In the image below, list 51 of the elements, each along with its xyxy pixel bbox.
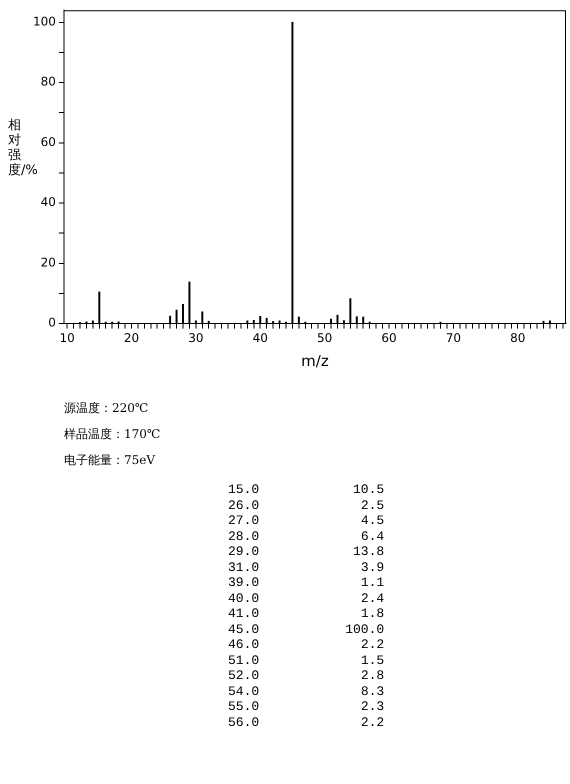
text: 样品温度：170℃ [64,426,160,443]
y-tick-label: 60 [40,134,56,149]
text: 2.4 [360,590,384,606]
text: 4.5 [360,513,384,528]
category-label: 55.0 [228,699,260,714]
y-axis-title: 相对强度/% [8,118,38,178]
text: 100.0 [345,622,384,636]
category-label: 31.0 [228,560,260,575]
category-label: 40.0 [228,590,260,606]
x-tick-label: 80 [510,330,526,345]
category-label: 28.0 [228,528,260,544]
x-tick-label: 50 [316,330,332,345]
text: 1.5 [360,652,384,668]
text: 2.3 [360,699,384,714]
category-label: 15.0 [228,482,260,498]
y-tick-label: 80 [40,74,56,89]
text: 2.2 [360,637,384,652]
text: 2.2 [360,714,384,730]
category-label: 46.0 [228,637,260,652]
text: 2.5 [360,498,384,512]
category-label: 52.0 [228,668,260,684]
x-axis-title: m/z [301,352,329,370]
category-label: 51.0 [228,652,260,668]
x-tick-label: 70 [446,330,461,345]
text: 8.3 [360,684,384,698]
category-label: 26.0 [228,498,260,513]
category-label: 39.0 [228,575,260,590]
x-tick-label: 20 [124,330,140,345]
y-tick-label: 100 [33,14,56,28]
text: 6.4 [360,528,384,544]
text: 2.8 [360,668,384,683]
y-tick-label: 20 [40,255,56,270]
text: 电子能量：75eV [64,452,156,469]
x-tick-label: 40 [252,330,268,345]
category-label: 45.0 [228,622,260,637]
category-label: 54.0 [228,684,260,699]
category-label: 27.0 [228,513,260,528]
text: 1.1 [360,575,384,590]
text: 1.8 [360,606,384,621]
y-tick-label: 40 [40,195,56,210]
x-tick-label: 10 [59,330,75,345]
y-tick-label: 0 [48,316,56,330]
text: 13.8 [353,544,384,559]
category-label: 29.0 [228,544,260,560]
text: 3.9 [360,560,384,574]
category-label: 56.0 [228,714,260,730]
text: 10.5 [353,482,384,497]
x-tick-label: 30 [188,330,204,345]
category-label: 41.0 [228,606,260,622]
text: 源温度：220℃ [64,400,150,417]
x-tick-label: 60 [381,330,397,345]
